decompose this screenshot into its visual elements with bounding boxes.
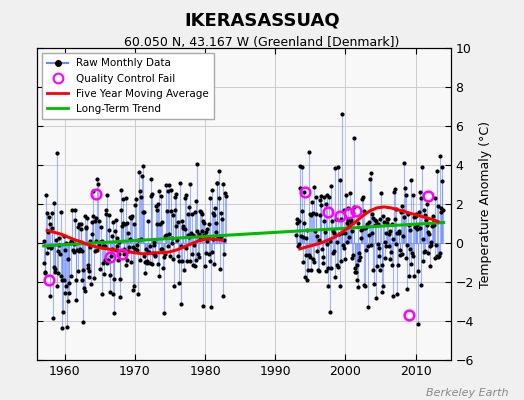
Text: IKERASASSUAQ: IKERASASSUAQ	[184, 12, 340, 30]
Text: 60.050 N, 43.167 W (Greenland [Denmark]): 60.050 N, 43.167 W (Greenland [Denmark])	[124, 36, 400, 49]
Text: Berkeley Earth: Berkeley Earth	[426, 388, 508, 398]
Legend: Raw Monthly Data, Quality Control Fail, Five Year Moving Average, Long-Term Tren: Raw Monthly Data, Quality Control Fail, …	[42, 53, 214, 119]
Y-axis label: Temperature Anomaly (°C): Temperature Anomaly (°C)	[479, 120, 493, 288]
